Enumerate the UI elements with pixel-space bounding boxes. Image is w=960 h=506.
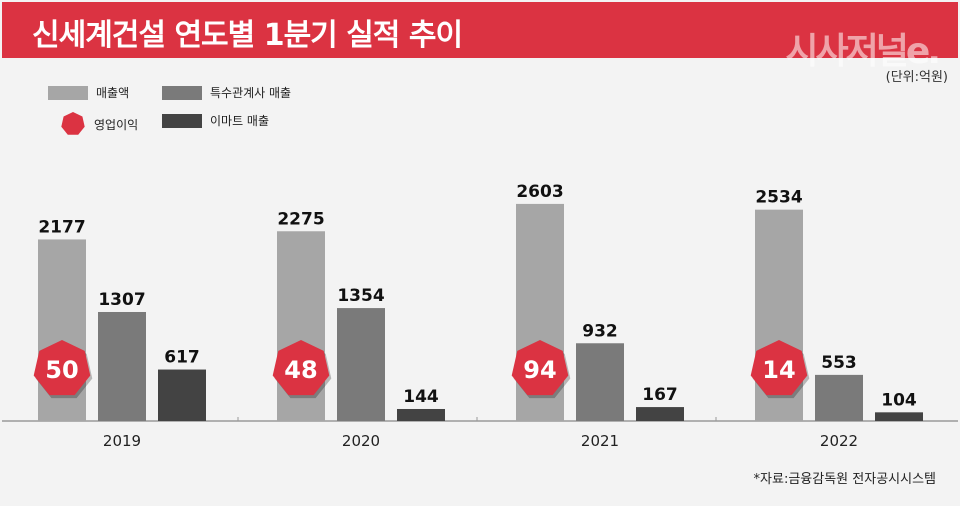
operating-profit-label: 50: [45, 356, 78, 384]
operating-profit-marker: [272, 340, 330, 396]
x-tick-label: 2021: [581, 432, 619, 450]
bar-value-label: 617: [164, 348, 200, 368]
bar-2021-2: [636, 407, 684, 421]
bar-value-label: 2275: [277, 209, 324, 229]
bar-2021-1: [576, 343, 624, 421]
legend-label: 매출액: [96, 86, 130, 100]
logo: 시사저널e.: [785, 31, 941, 72]
x-tick-label: 2020: [342, 432, 380, 450]
bar-value-label: 2603: [516, 182, 563, 202]
chart-title: 신세계건설 연도별 1분기 실적 추이: [32, 18, 463, 53]
bar-value-label: 104: [881, 390, 917, 410]
x-tick-label: 2022: [820, 432, 858, 450]
legend-item-emart: 이마트 매출: [162, 112, 269, 129]
legend-swatch: [162, 113, 202, 128]
heptagon-marker-icon: [61, 112, 85, 135]
operating-profit-marker: [750, 340, 808, 396]
legend-label: 이마트 매출: [210, 114, 270, 128]
operating-profit-marker: [33, 340, 91, 396]
legend-label: 영업이익: [94, 117, 139, 132]
bar-value-label: 1354: [337, 286, 384, 306]
bar-2019-2: [158, 369, 206, 421]
operating-profit-label: 48: [284, 356, 317, 384]
bar-2020-1: [337, 308, 385, 421]
operating-profit-marker: [511, 340, 569, 396]
legend-label: 특수관계사 매출: [210, 86, 292, 100]
title-bar: 신세계건설 연도별 1분기 실적 추이 시사저널e.: [2, 2, 958, 72]
bar-2022-2: [875, 412, 923, 421]
unit-label: (단위:억원): [885, 70, 948, 85]
bar-value-label: 167: [642, 385, 678, 405]
operating-profit-label: 94: [523, 356, 556, 384]
bar-2019-1: [98, 311, 146, 421]
source-note: *자료:금융감독원 전자공시시스템: [753, 472, 936, 487]
legend-swatch: [48, 85, 88, 100]
bar-2022-1: [815, 374, 863, 421]
x-tick-label: 2019: [103, 432, 141, 450]
bar-value-label: 1307: [98, 290, 145, 310]
legend-item-revenue: 매출액: [48, 84, 129, 101]
bar-2020-2: [397, 408, 445, 421]
legend-item-operating-profit: 영업이익: [60, 111, 138, 137]
bar-value-label: 553: [821, 353, 857, 373]
bar-value-label: 2534: [755, 188, 802, 208]
bar-value-label: 932: [582, 321, 618, 341]
legend-swatch: [162, 85, 202, 100]
bar-value-label: 144: [403, 387, 439, 407]
bar-value-label: 2177: [38, 217, 85, 237]
operating-profit-label: 14: [762, 356, 795, 384]
legend-item-affiliate: 특수관계사 매출: [162, 84, 291, 101]
